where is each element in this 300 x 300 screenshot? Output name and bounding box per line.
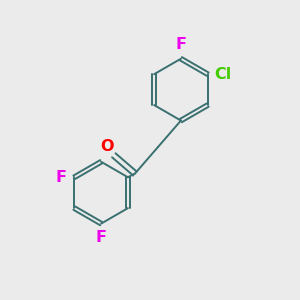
Text: F: F	[176, 37, 186, 52]
Text: O: O	[100, 139, 114, 154]
Text: F: F	[96, 230, 106, 245]
Text: Cl: Cl	[214, 67, 231, 82]
Text: F: F	[56, 170, 67, 185]
